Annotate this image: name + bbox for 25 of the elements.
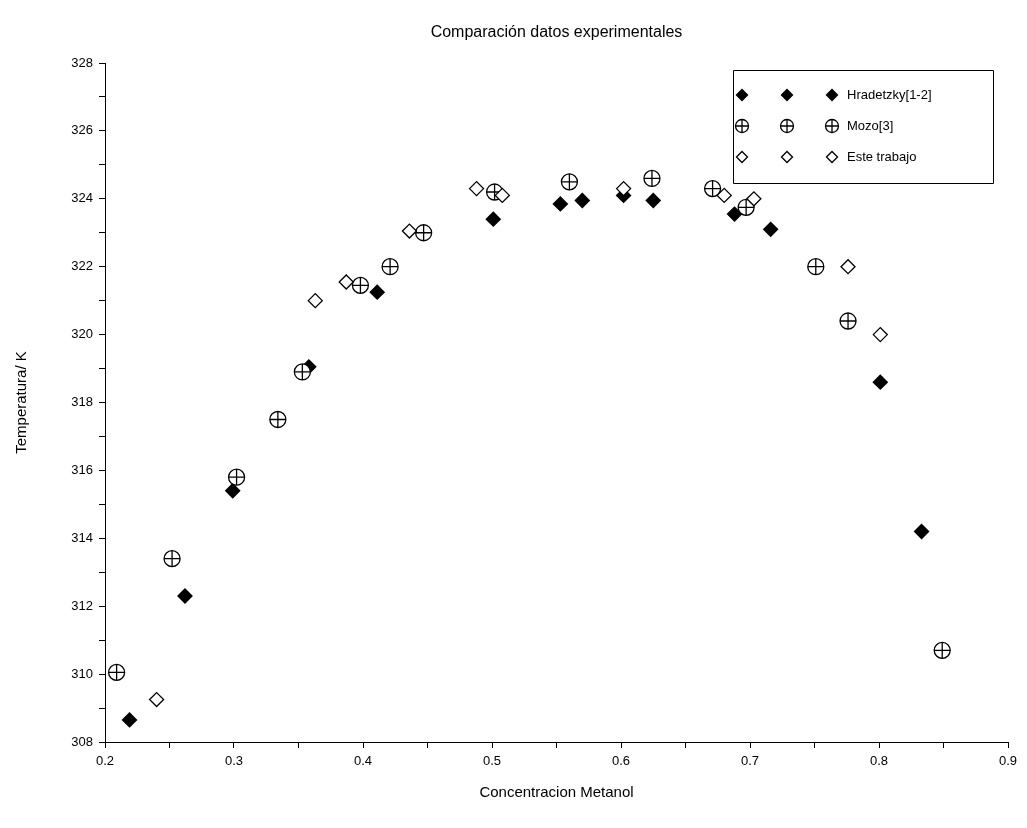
y-tick-label: 324	[71, 190, 93, 206]
y-tick-label: 328	[71, 54, 93, 70]
x-tick-label: 0.2	[95, 753, 115, 769]
y-tick-label: 314	[71, 529, 93, 545]
x-tick-label: 0.5	[482, 753, 502, 769]
y-tick-label: 316	[71, 461, 93, 477]
y-tick-label: 318	[71, 394, 93, 410]
x-tick-label: 0.8	[869, 753, 889, 769]
y-tick-label: 320	[71, 326, 93, 342]
x-axis-title: Concentracion Metanol	[479, 783, 634, 801]
chart-title: Comparación datos experimentales	[430, 23, 683, 41]
legend-label: Hradetzky[1-2]	[847, 86, 932, 102]
x-tick-label: 0.3	[224, 753, 244, 769]
y-axis-title: Temperatura/ K	[12, 351, 30, 454]
x-tick-label: 0.7	[740, 753, 760, 769]
x-tick-label: 0.6	[611, 753, 631, 769]
y-tick-label: 308	[71, 733, 93, 749]
y-tick-label: 322	[71, 258, 93, 274]
x-tick-label: 0.9	[998, 753, 1018, 769]
y-tick-label: 312	[71, 597, 93, 613]
y-tick-label: 326	[71, 122, 93, 138]
y-tick-label: 310	[71, 665, 93, 681]
legend-label: Este trabajo	[847, 148, 917, 164]
x-tick-label: 0.4	[353, 753, 373, 769]
legend-label: Mozo[3]	[847, 117, 894, 133]
